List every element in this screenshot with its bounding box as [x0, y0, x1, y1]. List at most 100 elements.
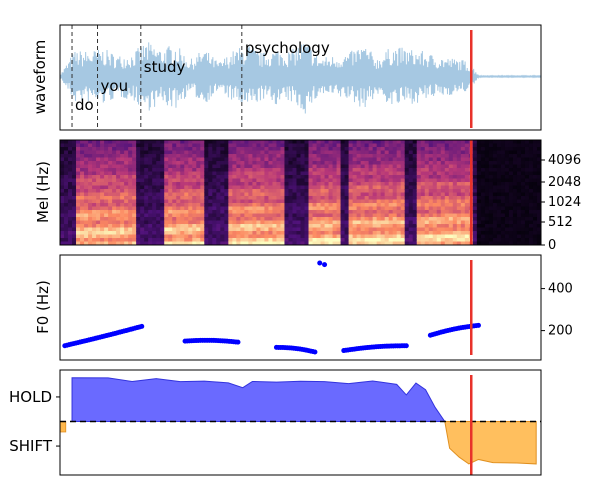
mel-cell	[480, 199, 486, 204]
mel-cell	[268, 140, 274, 145]
mel-cell	[296, 241, 302, 245]
mel-cell	[216, 147, 221, 152]
mel-cell	[416, 157, 422, 162]
mel-cell	[148, 199, 153, 204]
mel-cell	[100, 217, 105, 222]
mel-cell	[352, 164, 358, 169]
mel-cell	[280, 217, 286, 222]
mel-cell	[416, 213, 422, 218]
mel-cell	[376, 234, 382, 239]
mel-cell	[156, 185, 161, 190]
mel-cell	[236, 234, 241, 239]
mel-cell	[480, 206, 486, 211]
mel-cell	[396, 192, 402, 197]
mel-cell	[340, 175, 346, 180]
mel-cell	[492, 185, 498, 190]
mel-cell	[536, 231, 541, 236]
mel-cell	[424, 175, 430, 180]
mel-cell	[536, 182, 541, 187]
mel-cell	[452, 147, 458, 152]
mel-cell	[392, 171, 398, 176]
mel-cell	[216, 182, 221, 187]
mel-cell	[316, 175, 322, 180]
mel-cell	[428, 143, 434, 148]
mel-cell	[328, 175, 334, 180]
mel-cell	[244, 185, 249, 190]
mel-cell	[108, 234, 113, 239]
mel-cell	[416, 224, 422, 229]
mel-cell	[176, 140, 181, 145]
mel-cell	[452, 220, 458, 225]
mel-cell	[204, 196, 209, 201]
mel-cell	[428, 185, 434, 190]
mel-cell	[188, 203, 193, 208]
mel-cell	[100, 154, 105, 159]
mel-cell	[64, 206, 69, 211]
mel-cell	[192, 227, 197, 232]
mel-cell	[480, 227, 486, 232]
mel-cell	[520, 161, 526, 166]
mel-cell	[500, 143, 506, 148]
mel-cell	[200, 224, 205, 229]
mel-cell	[256, 147, 262, 152]
mel-cell	[212, 196, 217, 201]
mel-cell	[424, 241, 430, 245]
mel-cell	[156, 175, 161, 180]
mel-cell	[164, 168, 169, 173]
mel-cell	[164, 199, 169, 204]
mel-cell	[340, 210, 346, 215]
mel-cell	[308, 178, 314, 183]
mel-cell	[264, 168, 270, 173]
mel-cell	[480, 217, 486, 222]
mel-cell	[192, 185, 197, 190]
mel-cell	[200, 213, 205, 218]
mel-cell	[152, 192, 157, 197]
mel-cell	[120, 231, 125, 236]
mel-cell	[108, 224, 113, 229]
mel-cell	[144, 224, 149, 229]
mel-cell	[408, 168, 414, 173]
mel-cell	[112, 227, 117, 232]
mel-cell	[524, 234, 530, 239]
mel-cell	[96, 206, 101, 211]
mel-cell	[116, 171, 121, 176]
mel-cell	[200, 175, 205, 180]
mel-cell	[320, 150, 326, 155]
mel-cell	[128, 168, 133, 173]
mel-cell	[244, 161, 249, 166]
mel-cell	[168, 171, 173, 176]
mel-cell	[92, 192, 97, 197]
mel-cell	[248, 206, 253, 211]
mel-cell	[420, 157, 426, 162]
mel-cell	[300, 157, 306, 162]
mel-cell	[500, 154, 506, 159]
mel-cell	[268, 231, 274, 236]
mel-cell	[136, 140, 141, 145]
mel-cell	[452, 143, 458, 148]
mel-cell	[240, 238, 245, 243]
mel-cell	[272, 157, 278, 162]
mel-cell	[360, 154, 366, 159]
mel-cell	[372, 203, 378, 208]
mel-cell	[264, 175, 270, 180]
mel-cell	[500, 164, 506, 169]
mel-cell	[484, 241, 490, 245]
mel-cell	[320, 171, 326, 176]
mel-cell	[376, 168, 382, 173]
mel-cell	[84, 192, 89, 197]
mel-cell	[96, 203, 101, 208]
mel-cell	[380, 157, 386, 162]
mel-cell	[312, 164, 318, 169]
mel-cell	[124, 140, 129, 145]
mel-cell	[296, 161, 302, 166]
mel-cell	[244, 220, 249, 225]
mel-cell	[488, 224, 494, 229]
mel-cell	[444, 227, 450, 232]
mel-cell	[516, 189, 522, 194]
mel-cell	[264, 154, 270, 159]
mel-cell	[248, 189, 253, 194]
mel-cell	[504, 227, 510, 232]
mel-cell	[456, 140, 462, 145]
mel-cell	[168, 231, 173, 236]
mel-cell	[512, 220, 518, 225]
